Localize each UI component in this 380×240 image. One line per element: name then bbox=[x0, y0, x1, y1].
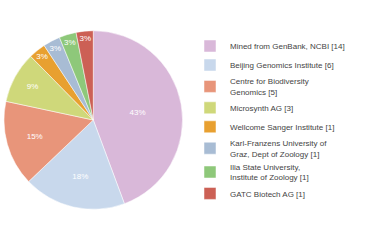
svg-text:15%: 15% bbox=[27, 132, 43, 141]
svg-text:GATC Biotech AG [1]: GATC Biotech AG [1] bbox=[230, 190, 305, 199]
svg-text:18%: 18% bbox=[72, 172, 88, 181]
svg-text:Centre for BiodiversityGenomic: Centre for BiodiversityGenomics [5] bbox=[230, 77, 309, 96]
svg-text:43%: 43% bbox=[130, 108, 146, 117]
svg-text:3%: 3% bbox=[80, 34, 92, 43]
svg-text:Karl-Franzens University ofGra: Karl-Franzens University ofGraz, Dept of… bbox=[230, 139, 327, 158]
svg-text:3%: 3% bbox=[49, 44, 61, 53]
svg-text:9%: 9% bbox=[27, 82, 39, 91]
svg-text:Microsynth AG [3]: Microsynth AG [3] bbox=[230, 104, 293, 113]
svg-text:Ilia State University,Institut: Ilia State University,Institute of Zoolo… bbox=[230, 163, 309, 182]
svg-text:Beijing Genomics Institute [6]: Beijing Genomics Institute [6] bbox=[230, 61, 334, 70]
svg-text:3%: 3% bbox=[64, 38, 76, 47]
svg-text:3%: 3% bbox=[36, 52, 48, 61]
svg-text:Mined from GenBank, NCBI [14]: Mined from GenBank, NCBI [14] bbox=[230, 42, 345, 51]
svg-text:Wellcome Sanger Institute [1]: Wellcome Sanger Institute [1] bbox=[230, 123, 334, 132]
